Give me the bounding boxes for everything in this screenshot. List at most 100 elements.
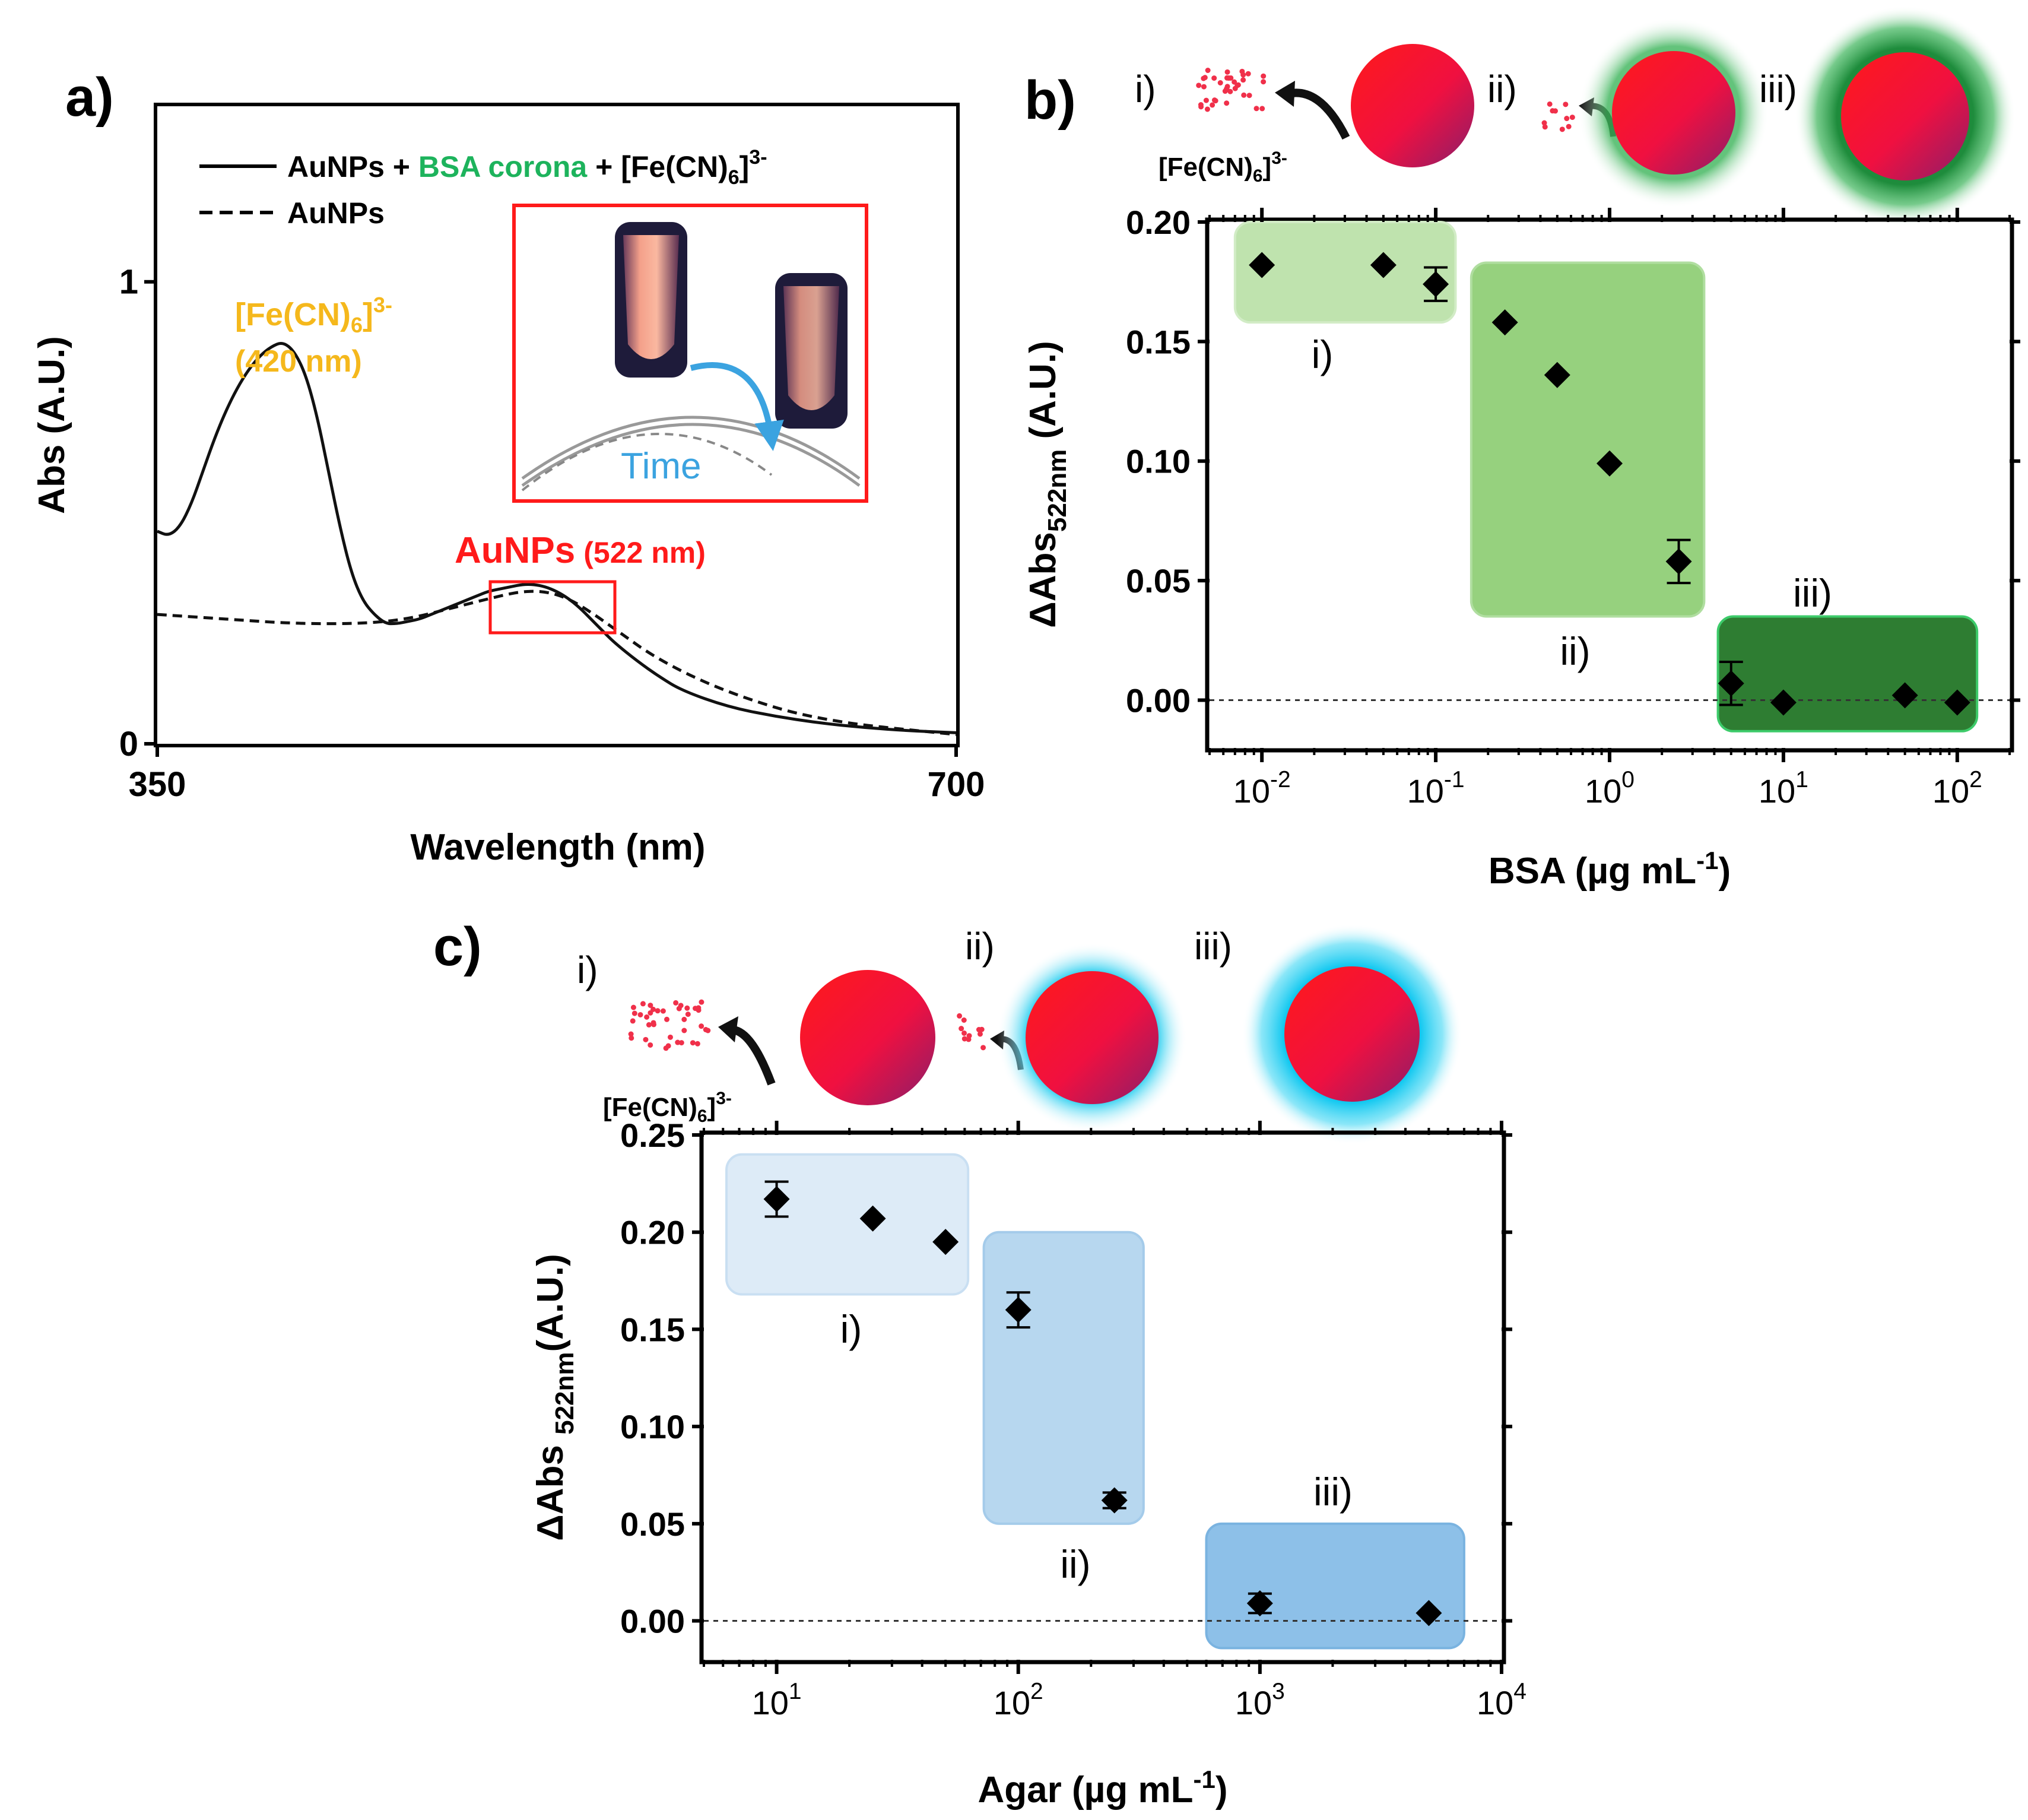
x-tick-label: 100 (1585, 767, 1635, 810)
ion-dot (648, 1003, 653, 1009)
y-tick-label: 0.05 (620, 1505, 685, 1543)
x-tick-label: 101 (752, 1679, 802, 1721)
data-point (932, 1229, 959, 1255)
inset-time-label: Time (621, 446, 701, 487)
data-point (1597, 450, 1623, 477)
ion-dot (685, 1012, 691, 1017)
ion-dot (1541, 120, 1547, 126)
inset-curve-1 (521, 416, 861, 480)
y-tick-label: 0.20 (1126, 204, 1191, 241)
ion-dot (1566, 123, 1572, 129)
ion-dot (961, 1017, 967, 1023)
ion-dot (977, 1031, 983, 1037)
data-point (1944, 689, 1970, 716)
ion-dot (957, 1013, 963, 1019)
y-tick-label: 0.00 (620, 1603, 685, 1640)
y-tick-label: 0.10 (1126, 443, 1191, 480)
data-point (1416, 1600, 1442, 1626)
nanoparticle-bare (800, 970, 935, 1105)
ion-dot (699, 999, 704, 1005)
panel-b-schematic-iii: iii) (1759, 68, 1797, 110)
ion-dot (1205, 68, 1211, 74)
panel-b-label: b) (1024, 70, 1076, 131)
y-tick-label: 0.20 (620, 1214, 685, 1251)
data-point (763, 1186, 790, 1213)
nanoparticle-full-core (1284, 966, 1420, 1102)
panel-c-xlabel: Agar (µg mL-1) (978, 1765, 1228, 1811)
x-tick-label: 700 (928, 765, 985, 804)
ion-dot (1240, 72, 1246, 78)
ion-dot (663, 1045, 669, 1051)
ion-dot (628, 1031, 634, 1037)
ion-dot (1224, 69, 1230, 75)
panel-b-plot: 0.00 0.05 0.10 0.15 0.20 10-2 10-1 100 101 102 i) i… (1126, 204, 2020, 810)
x-tick-label: 101 (1759, 767, 1808, 810)
ion-dot (1198, 104, 1204, 110)
ion-dot (1559, 126, 1565, 132)
ion-dot (1547, 101, 1553, 107)
ion-dot (961, 1036, 967, 1042)
x-tick-label: 350 (129, 765, 186, 804)
ion-dot (681, 1016, 687, 1022)
panel-b-schematic-ii: ii) (1487, 68, 1517, 110)
aunp-peak-label: AuNPs (522 nm) (455, 530, 706, 571)
data-point (859, 1205, 886, 1232)
panel-b-xlabel: BSA (µg mL-1) (1489, 846, 1731, 892)
ion-dot (1204, 106, 1210, 112)
data-point (1370, 252, 1397, 278)
release-arrowhead-large (1275, 81, 1295, 107)
ion-cloud-large (1196, 68, 1267, 112)
ion-dot (630, 1004, 636, 1010)
ion-dot (1564, 116, 1570, 122)
data-point (1544, 362, 1570, 388)
data-point (1005, 1296, 1032, 1323)
region-2-box (1470, 261, 1706, 618)
ion-dot (646, 1022, 652, 1028)
x-tick-label: 10-2 (1233, 767, 1291, 810)
inset-curve-2 (521, 423, 861, 487)
legend-dashed-label: AuNPs (287, 196, 385, 230)
ion-dot (1201, 84, 1207, 90)
ion-dot (1210, 102, 1215, 108)
ion-dot (979, 1026, 985, 1032)
panel-a-label: a) (65, 67, 114, 128)
ion-dot (631, 1010, 637, 1016)
y-tick-label: 0.05 (1126, 562, 1191, 600)
region-3-box (1716, 615, 1979, 733)
ion-dot (1232, 85, 1238, 91)
ion-dot (640, 1001, 646, 1007)
panel-b: b) i) [Fe(CN)6]3- ii) iii) 0.000.050.100… (1023, 6, 2020, 892)
ion-dot (1240, 77, 1246, 83)
panel-c-label: c) (433, 917, 482, 977)
ion-dot (1202, 75, 1208, 81)
ion-dot (644, 1014, 650, 1020)
ion-dot (675, 1039, 681, 1045)
data-point (1491, 309, 1518, 336)
ion-dot (1550, 108, 1556, 114)
ion-dot (1224, 100, 1230, 106)
region-1-box (1233, 221, 1457, 324)
panel-a-curves (157, 342, 957, 736)
ion-dot (961, 1030, 967, 1036)
ion-dot (664, 1016, 670, 1022)
region-label: i) (1312, 332, 1334, 376)
tube-1 (623, 235, 679, 359)
x-tick-label: 102 (1932, 767, 1982, 810)
y-tick-label: 0.15 (1126, 323, 1191, 360)
panel-a-frame (154, 103, 960, 747)
y-tick-label: 0.25 (620, 1117, 685, 1154)
ion-dot (696, 1007, 702, 1013)
y-tick-label: 0.00 (1126, 681, 1191, 719)
ion-dot (1241, 92, 1247, 98)
ion-dot (1563, 102, 1569, 107)
ion-dot (1211, 97, 1217, 103)
panel-b-ylabel: ΔAbs522nm (A.U.) (1023, 341, 1072, 628)
ion-dot (643, 1036, 649, 1042)
ion-dot (699, 1023, 704, 1029)
ion-dot (673, 1000, 679, 1006)
ion-cloud-large (628, 999, 711, 1051)
region-2-box (982, 1231, 1145, 1525)
panel-c-ylabel: ΔAbs 522nm(A.U.) (530, 1254, 579, 1541)
data-point (1101, 1487, 1128, 1514)
ion-dot (1569, 115, 1575, 121)
